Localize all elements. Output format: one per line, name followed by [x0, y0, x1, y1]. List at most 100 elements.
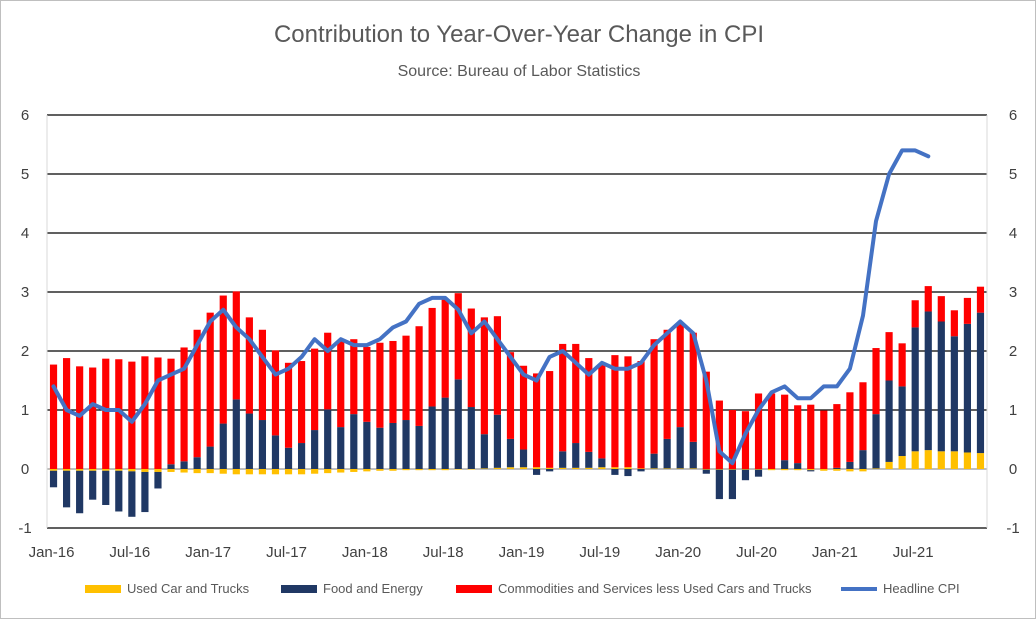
- bar-segment: [598, 458, 606, 468]
- bar-segment: [232, 399, 240, 469]
- bar-segment: [193, 457, 201, 469]
- headline-cpi-line: [51, 148, 931, 466]
- bar-segment: [141, 356, 149, 469]
- y-tick-label-right: 5: [1009, 166, 1017, 183]
- y-tick-label-left: 3: [21, 284, 29, 301]
- legend-swatch: [841, 586, 877, 591]
- bar-segment: [572, 343, 580, 444]
- x-tick-label: Jul-17: [266, 544, 307, 561]
- bar-segment: [846, 469, 854, 472]
- y-tick-label-right: 4: [1009, 225, 1017, 242]
- bar-segment: [872, 414, 880, 469]
- bar-segment: [937, 451, 945, 469]
- bar-segment: [76, 470, 84, 514]
- x-tick-label: Jan-17: [185, 544, 231, 561]
- bar-segment: [402, 420, 410, 469]
- bar-segment: [493, 316, 502, 415]
- bar-segment: [219, 469, 227, 474]
- bar-segment: [454, 469, 462, 470]
- bar-segment: [350, 339, 358, 415]
- bar-segment: [297, 469, 306, 475]
- bar-segment: [859, 469, 867, 472]
- bar-segment: [363, 421, 371, 469]
- legend-swatch: [281, 584, 317, 593]
- bar-segment: [467, 469, 475, 470]
- bar-segment: [76, 469, 84, 471]
- y-tick-label-right: 2: [1009, 343, 1017, 360]
- bar-segment: [271, 435, 280, 469]
- bar-segment: [506, 467, 515, 469]
- bar-segment: [728, 469, 737, 470]
- bar-segment: [833, 469, 841, 471]
- bar-segment: [976, 453, 985, 469]
- bar-segment: [598, 467, 606, 469]
- bar-segment: [62, 469, 71, 471]
- bar-segment: [480, 434, 488, 469]
- bar-segment: [807, 404, 815, 469]
- bar-segment: [728, 469, 737, 500]
- bar-segment: [102, 470, 110, 505]
- bar-segment: [807, 470, 815, 472]
- bar-segment: [676, 427, 684, 469]
- bar-segment: [467, 308, 475, 408]
- bar-segment: [154, 471, 162, 489]
- bar-segment: [128, 471, 136, 517]
- bar-segment: [624, 467, 632, 469]
- x-tick-label: Jul-21: [893, 544, 934, 561]
- legend: Used Car and Trucks Food and Energy Comm…: [1, 581, 1036, 603]
- legend-item-food-energy: Food and Energy: [281, 581, 423, 596]
- bar-segment: [284, 469, 293, 475]
- bar-segment: [62, 470, 71, 508]
- bar-segment: [389, 469, 397, 471]
- bar-segment: [702, 371, 710, 469]
- bar-segment: [650, 339, 658, 454]
- bar-segment: [480, 468, 488, 469]
- bar-segment: [820, 469, 828, 471]
- bar-segment: [180, 347, 188, 462]
- bar-segment: [115, 470, 123, 512]
- bar-segment: [245, 317, 253, 414]
- bar-segment: [415, 469, 423, 471]
- bar-segment: [428, 406, 436, 469]
- bar-segment: [506, 438, 515, 468]
- bar-segment: [115, 469, 123, 471]
- bar-segment: [741, 469, 750, 470]
- bar-segment: [337, 469, 345, 473]
- bar-segment: [428, 307, 436, 407]
- chart-title: Contribution to Year-Over-Year Change in…: [273, 21, 765, 48]
- bar-segment: [741, 411, 750, 469]
- bar-segment: [519, 449, 528, 468]
- bar-segment: [963, 452, 972, 469]
- bar-segment: [402, 335, 410, 421]
- bar-segment: [559, 467, 567, 469]
- bar-segment: [911, 327, 919, 452]
- bar-segment: [833, 404, 841, 468]
- bar-segment: [271, 469, 280, 475]
- bar-segment: [337, 340, 345, 428]
- bar-segment: [637, 361, 645, 469]
- bar-segment: [167, 469, 175, 472]
- bar-segment: [154, 469, 162, 472]
- bar-segment: [506, 352, 515, 439]
- bar-segment: [924, 286, 932, 312]
- legend-label: Food and Energy: [323, 581, 423, 596]
- bar-segment: [741, 469, 750, 481]
- bar-segment: [363, 346, 371, 422]
- bar-segment: [976, 312, 985, 454]
- bar-segment: [807, 469, 815, 471]
- legend-item-headline: Headline CPI: [841, 581, 960, 596]
- bar-segment: [245, 469, 253, 475]
- bar-segment: [49, 470, 58, 488]
- bar-segment: [950, 336, 958, 452]
- bar-segment: [572, 467, 580, 469]
- x-tick-label: Jan-18: [342, 544, 388, 561]
- bar-segment: [206, 312, 214, 447]
- legend-item-core: Commodities and Services less Used Cars …: [456, 581, 812, 596]
- bar-segment: [454, 379, 462, 469]
- y-tick-label-right: -1: [1006, 520, 1019, 537]
- bar-segment: [781, 469, 789, 471]
- bar-segment: [924, 450, 932, 469]
- legend-swatch: [456, 584, 492, 593]
- bar-segment: [376, 342, 384, 428]
- bar-segment: [950, 310, 958, 337]
